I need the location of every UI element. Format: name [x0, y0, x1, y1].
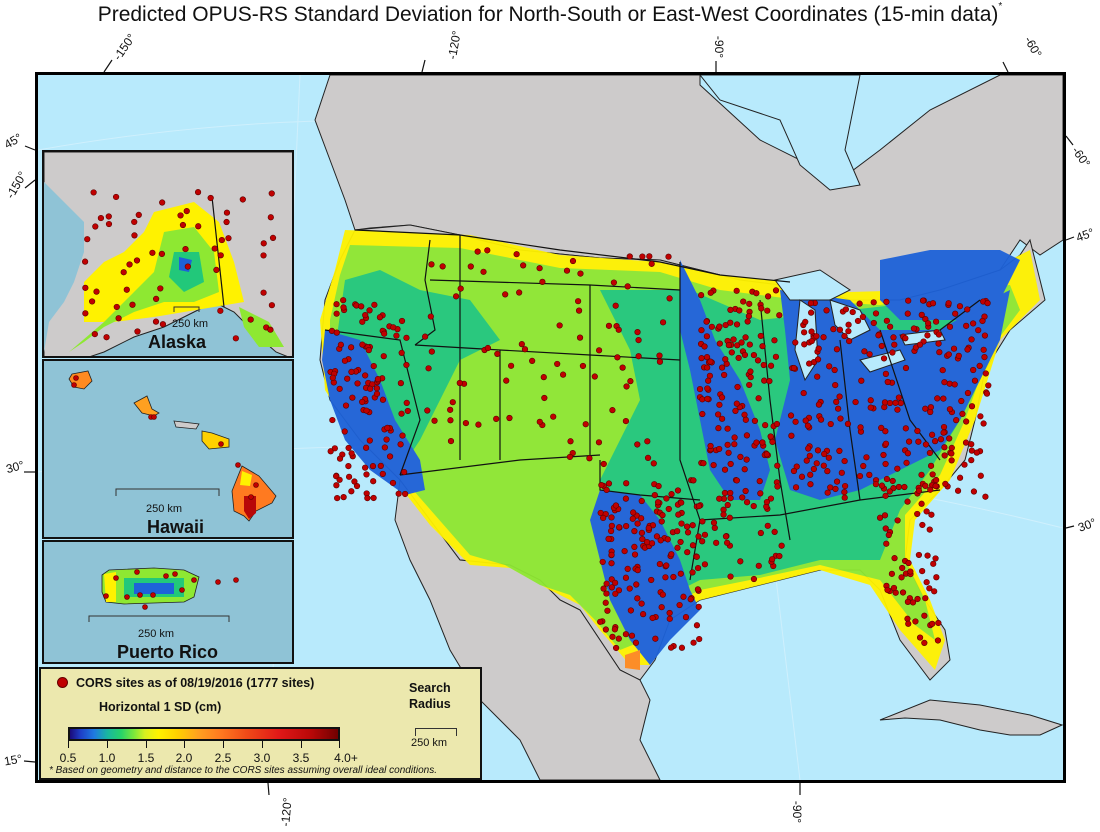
puerto-rico-scale-label: 250 km	[138, 628, 175, 640]
colorbar-tick: 3.0	[253, 751, 271, 765]
colorbar-tick: 2.0	[175, 751, 193, 765]
cors-legend-label: CORS sites as of 08/19/2016 (1777 sites)	[76, 676, 315, 690]
alaska-scale-label: 250 km	[172, 318, 209, 330]
colorbar-tick: 0.5	[59, 751, 77, 765]
cors-site-marker-icon	[57, 677, 68, 688]
colorbar-title: Horizontal 1 SD (cm)	[99, 700, 222, 714]
colorbar-tick: 1.5	[137, 751, 155, 765]
state-borders	[324, 229, 981, 581]
colorbar-tick: 2.5	[214, 751, 232, 765]
puerto-rico-label: Puerto Rico	[117, 642, 219, 662]
hawaii-inset: 250 km Hawaii	[42, 359, 294, 539]
map-title: Predicted OPUS-RS Standard Deviation for…	[0, 1, 1100, 27]
colorbar	[68, 727, 340, 741]
hawaii-label: Hawaii	[147, 517, 205, 537]
colorbar-tick: 1.0	[98, 751, 116, 765]
legend-box: CORS sites as of 08/19/2016 (1777 sites)…	[39, 667, 482, 780]
colorbar-tick-labels: 0.5 1.0 1.5 2.0 2.5 3.0 3.5 4.0+	[41, 751, 371, 765]
alaska-map-svg	[44, 152, 292, 356]
search-radius-label: Search Radius	[409, 680, 451, 712]
colorbar-tick: 4.0+	[334, 751, 358, 765]
hawaii-map-svg	[68, 370, 277, 522]
footnote: * Based on geometry and distance to the …	[49, 765, 437, 776]
alaska-label: Alaska	[148, 332, 207, 352]
puerto-rico-inset: 250 km Puerto Rico	[42, 540, 294, 664]
map-title-text: Predicted OPUS-RS Standard Deviation for…	[97, 3, 999, 26]
title-footnote-mark: *	[998, 1, 1003, 12]
search-radius-scale-label: 250 km	[411, 737, 448, 749]
cuba-land	[879, 699, 1063, 736]
main-map: 250 km Alaska 250 km Hawaii	[35, 72, 1066, 783]
cors-sites	[327, 247, 992, 652]
search-radius-line1: Search	[409, 681, 451, 695]
alaska-inset: 250 km Alaska	[42, 150, 294, 358]
cors-legend-entry: CORS sites as of 08/19/2016 (1777 sites)	[57, 676, 314, 690]
hudson-bay	[699, 75, 861, 191]
colorbar-tick: 3.5	[292, 751, 310, 765]
hawaii-scale-label: 250 km	[146, 503, 183, 515]
conus-map-svg	[38, 75, 1063, 780]
colorbar-tick-marks	[68, 741, 340, 749]
search-radius-scale-bar	[415, 728, 457, 736]
puerto-rico-map-svg	[88, 567, 239, 622]
search-radius-line2: Radius	[409, 697, 451, 711]
